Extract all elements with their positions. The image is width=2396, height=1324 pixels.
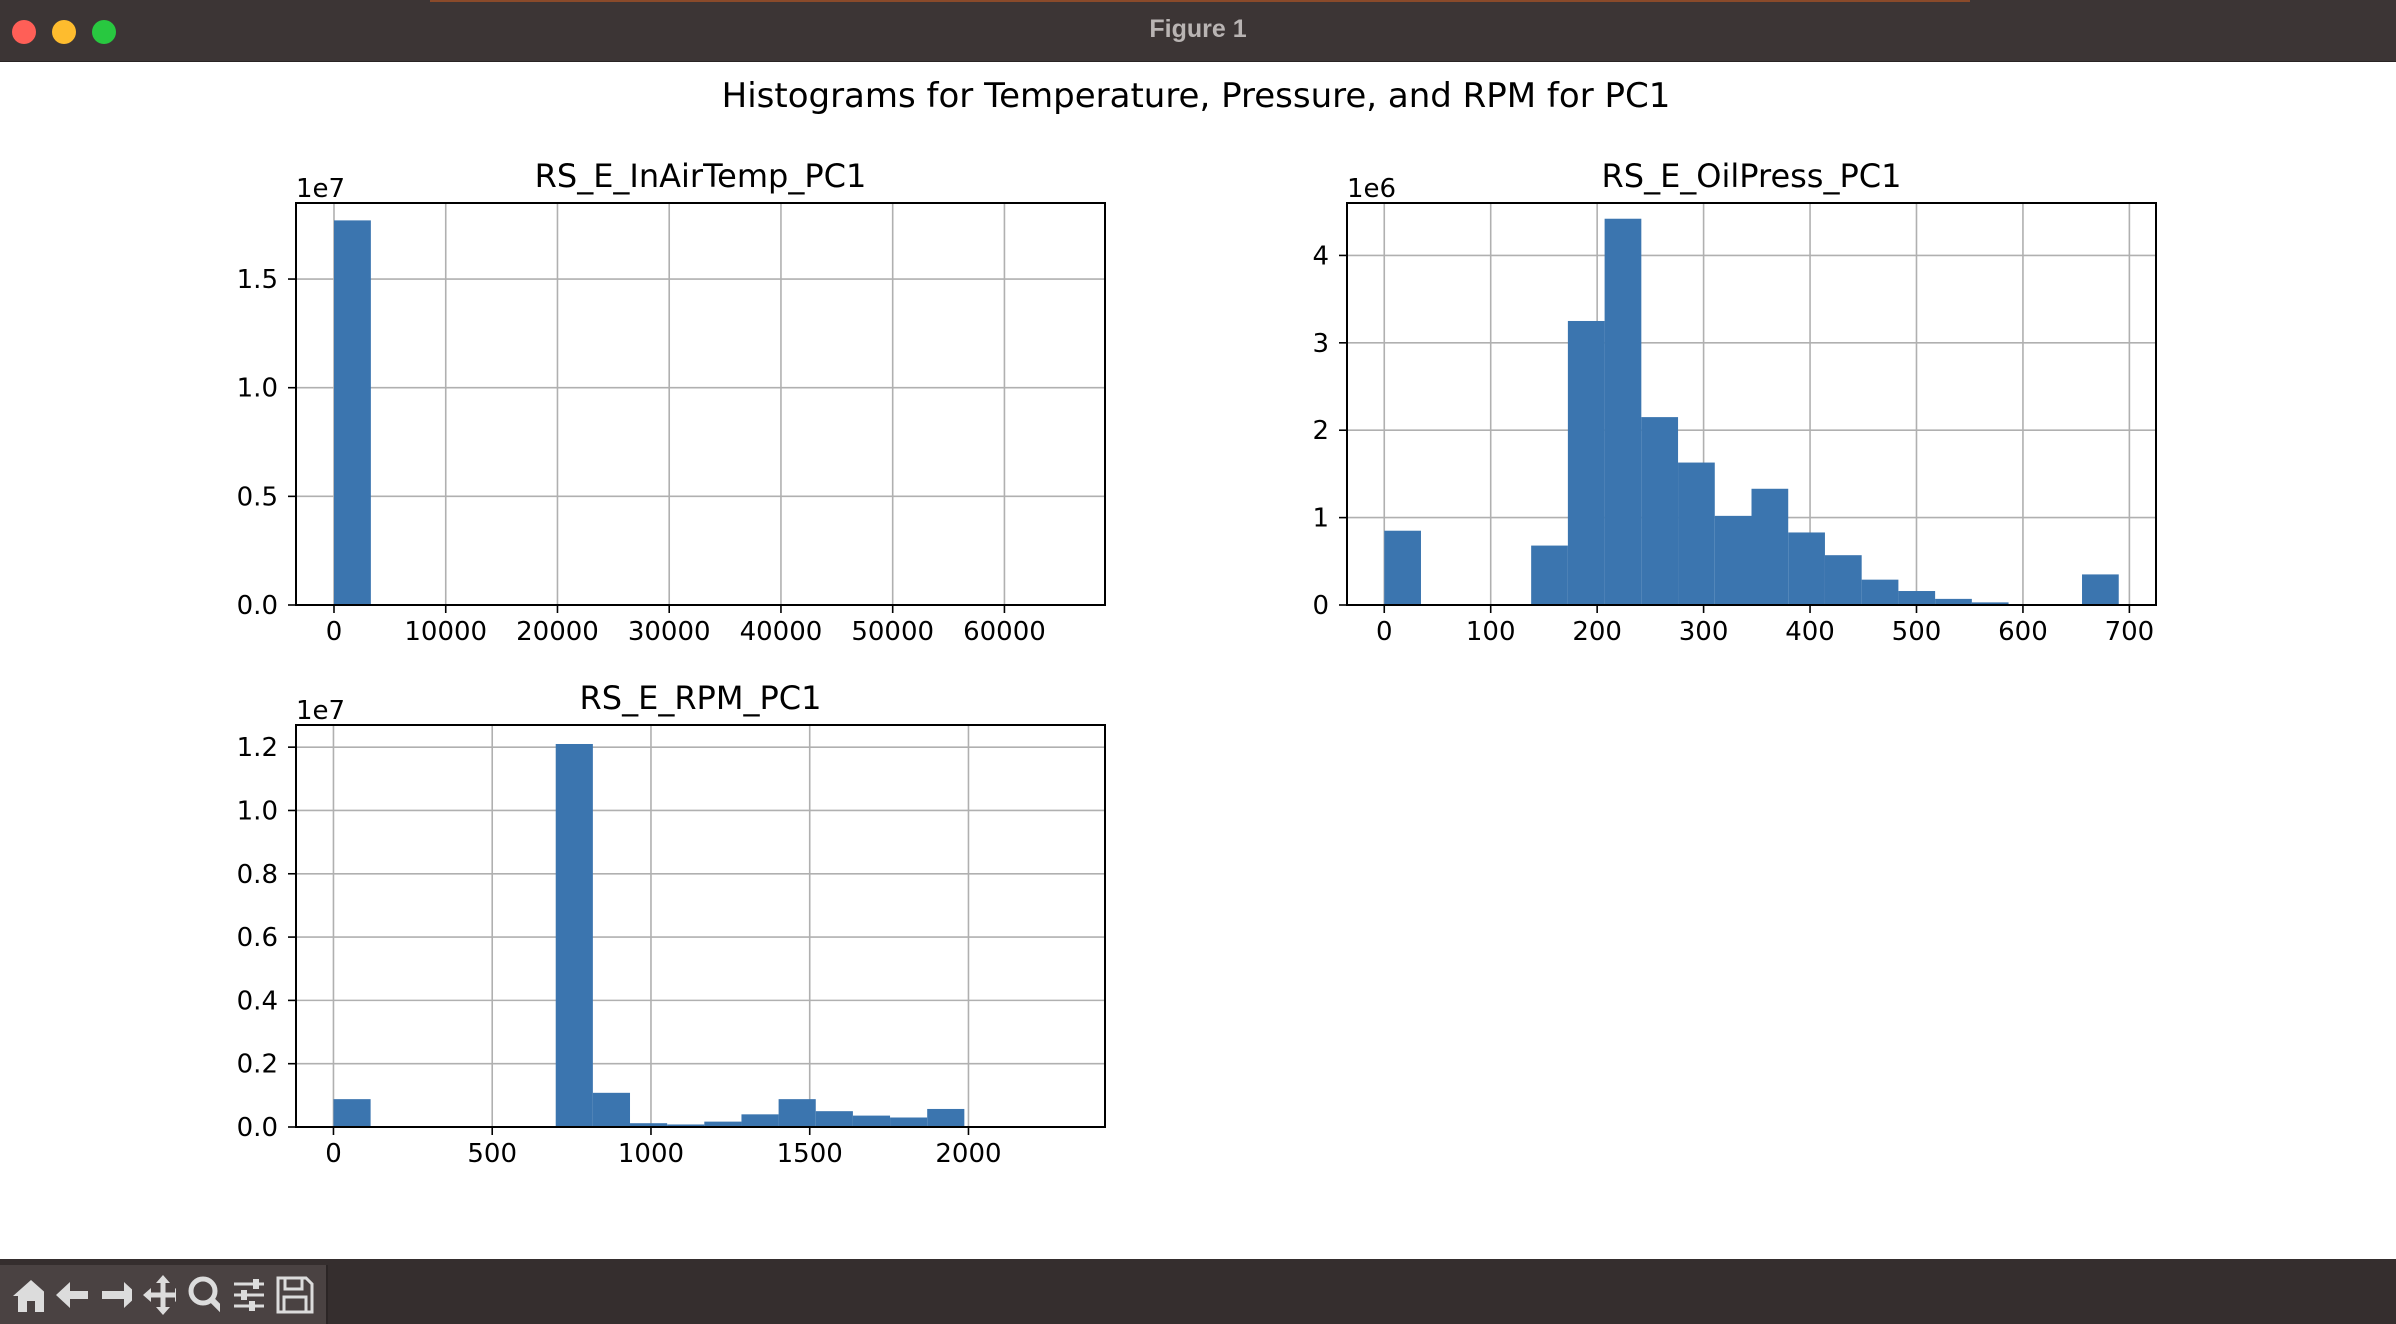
histogram-bar <box>1751 488 1789 605</box>
histogram-bar <box>1971 602 2009 605</box>
close-window-button[interactable] <box>12 20 36 44</box>
x-tick-label: 10000 <box>404 617 487 647</box>
x-tick-label: 60000 <box>963 617 1046 647</box>
back-arrow-icon <box>56 1281 92 1308</box>
histogram-bar <box>555 743 593 1127</box>
histogram-bar <box>1824 555 1862 605</box>
y-tick-label: 0.5 <box>237 482 278 512</box>
histogram-bar <box>852 1115 891 1127</box>
axes-frame <box>1346 202 2157 606</box>
y-tick-label: 0.8 <box>237 860 278 890</box>
x-tick-label: 20000 <box>516 617 599 647</box>
axes-frame <box>295 724 1106 1128</box>
titlebar-accent-line <box>430 0 1970 2</box>
histogram-bar <box>927 1108 965 1127</box>
zoom-window-button[interactable] <box>92 20 116 44</box>
figure-canvas: Histograms for Temperature, Pressure, an… <box>237 76 2157 1169</box>
x-tick-label: 30000 <box>628 617 711 647</box>
histogram-bar <box>592 1092 631 1127</box>
x-tick-label: 0 <box>1376 617 1393 647</box>
histogram-bar <box>1898 591 1936 605</box>
histogram-bar <box>333 1099 371 1127</box>
y-tick-label: 2 <box>1312 416 1329 446</box>
x-tick-label: 100 <box>1466 617 1516 647</box>
x-tick-label: 2000 <box>935 1139 1001 1169</box>
histogram-bar <box>1788 532 1825 605</box>
histogram-bar <box>778 1099 816 1127</box>
histogram-bar <box>1531 545 1568 605</box>
y-tick-label: 0.0 <box>237 591 278 621</box>
y-tick-label: 0.2 <box>237 1050 278 1080</box>
window-title: Figure 1 <box>1149 15 1247 43</box>
subplot-oilpress: 0 100 200 300 400 500 600 700 0 1 2 3 4 1e6 RS_E_OilPr… <box>1312 157 2157 647</box>
histogram-bar <box>1384 530 1421 605</box>
x-tick-label: 0 <box>326 617 343 647</box>
histogram-bar <box>1678 462 1715 605</box>
subplot-rpm: 0 500 1000 1500 2000 0.0 0.2 0.4 0.6 0.8 1.0 1.2 1e7… <box>237 679 1106 1169</box>
x-tick-label: 600 <box>1998 617 2048 647</box>
x-tick-label: 40000 <box>740 617 823 647</box>
y-tick-label: 0.4 <box>237 986 278 1016</box>
axes-frame <box>295 202 1106 606</box>
home-icon <box>13 1279 49 1312</box>
x-tick-label: 1000 <box>618 1139 684 1169</box>
histogram-bar <box>890 1117 928 1127</box>
window-titlebar: Figure 1 <box>0 0 2396 62</box>
subplot-title: RS_E_OilPress_PC1 <box>1602 157 1902 195</box>
y-tick-label: 1 <box>1312 504 1329 534</box>
forward-arrow-icon <box>102 1281 138 1308</box>
y-tick-label: 3 <box>1312 329 1329 359</box>
figure-suptitle: Histograms for Temperature, Pressure, an… <box>722 76 1671 116</box>
histogram-bar <box>630 1123 668 1127</box>
y-offset-text: 1e7 <box>296 174 345 204</box>
x-tick-label: 700 <box>2105 617 2155 647</box>
x-tick-label: 50000 <box>851 617 934 647</box>
y-tick-label: 1.0 <box>237 796 278 826</box>
y-offset-text: 1e6 <box>1347 174 1396 204</box>
y-tick-label: 1.0 <box>237 374 278 404</box>
y-offset-text: 1e7 <box>296 696 345 726</box>
y-tick-label: 0.0 <box>237 1113 278 1143</box>
minimize-window-button[interactable] <box>52 20 76 44</box>
histogram-bar <box>2082 574 2119 605</box>
y-tick-label: 4 <box>1312 241 1329 271</box>
subplot-title: RS_E_RPM_PC1 <box>580 679 822 717</box>
matplotlib-toolbar <box>0 1259 2396 1324</box>
x-tick-label: 400 <box>1785 617 1835 647</box>
x-tick-label: 500 <box>1892 617 1942 647</box>
x-tick-label: 1500 <box>777 1139 843 1169</box>
x-tick-label: 500 <box>467 1139 517 1169</box>
histogram-bar <box>1861 579 1899 605</box>
x-tick-label: 0 <box>325 1139 342 1169</box>
x-tick-label: 200 <box>1572 617 1622 647</box>
y-tick-label: 1.2 <box>237 733 278 763</box>
pan-move-icon <box>143 1274 183 1315</box>
histogram-bar <box>1935 598 1972 605</box>
subplot-inairtemp: 0 10000 20000 30000 40000 50000 60000 0.0 0.5 1.0… <box>237 157 1106 647</box>
histogram-bar <box>1641 417 1679 605</box>
save-button[interactable] <box>264 1265 328 1324</box>
configure-subplots-icon <box>234 1278 268 1311</box>
subplot-title: RS_E_InAirTemp_PC1 <box>535 157 867 195</box>
histogram-bar <box>1604 218 1642 605</box>
histogram-bar <box>815 1111 853 1127</box>
histogram-bar <box>667 1124 705 1127</box>
histogram-bar <box>333 220 371 605</box>
histogram-bar <box>1714 515 1752 605</box>
y-tick-label: 0 <box>1312 591 1329 621</box>
y-tick-label: 1.5 <box>237 265 278 295</box>
save-disk-icon <box>276 1276 314 1313</box>
histogram-bar <box>704 1121 742 1127</box>
y-tick-label: 0.6 <box>237 923 278 953</box>
x-tick-label: 300 <box>1679 617 1729 647</box>
histogram-bar <box>1567 320 1605 605</box>
histogram-bar <box>741 1114 779 1127</box>
